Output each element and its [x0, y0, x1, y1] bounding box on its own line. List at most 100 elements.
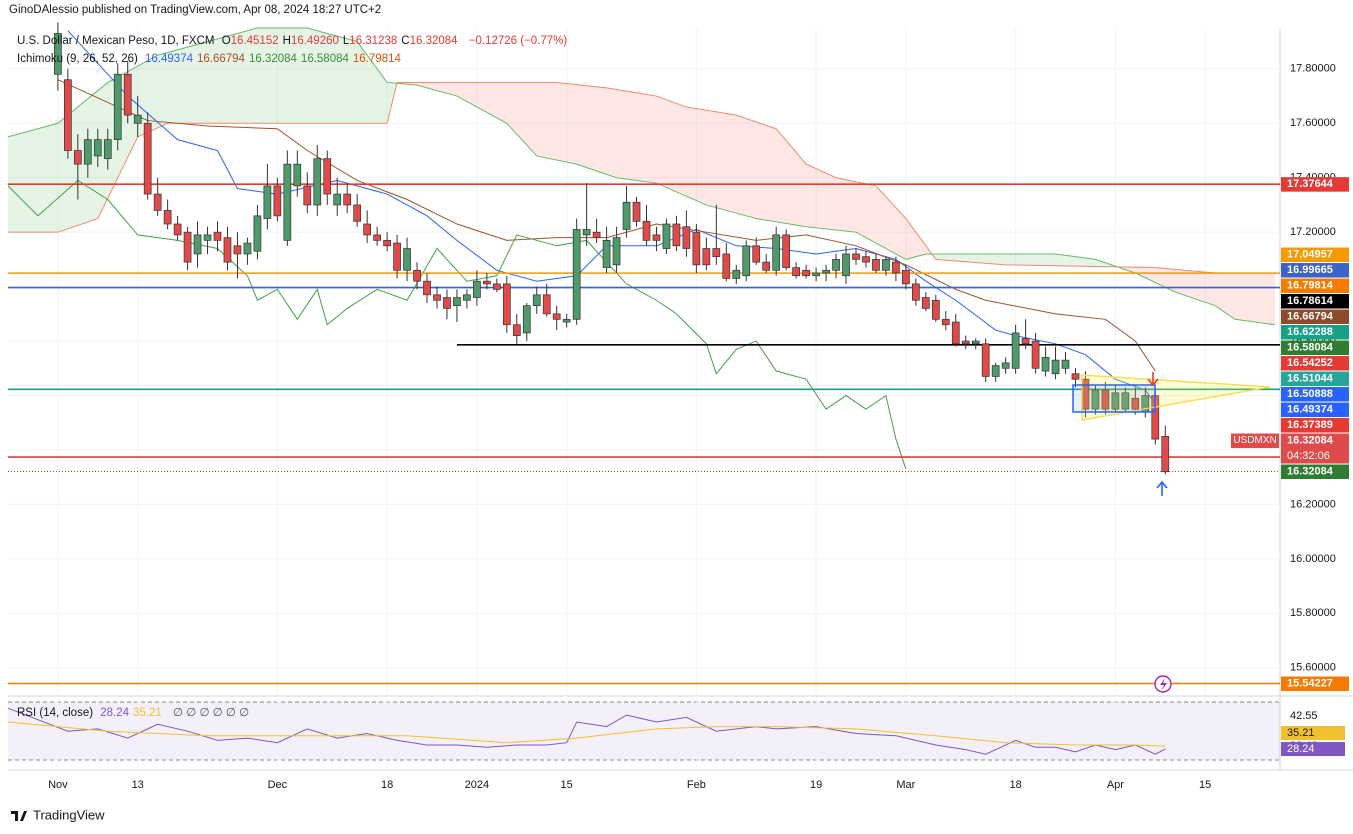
cloud-fill — [661, 97, 667, 188]
symbol-line: U.S. Dollar / Mexican Peso, 1D, FXCM O16… — [17, 35, 571, 47]
rsi-badge — [1281, 742, 1345, 757]
cloud-fill — [427, 82, 432, 90]
rsi-legend: RSI (14, close) 28.24 35.21 ∅ ∅ ∅ ∅ ∅ ∅ — [17, 705, 253, 719]
ohlc-value: 16.45152 — [230, 35, 279, 47]
rsi-value: 35.21 — [133, 707, 162, 719]
cloud-fill — [1010, 253, 1016, 266]
span-a — [7, 27, 1276, 326]
cloud-fill — [935, 253, 941, 260]
cloud-fill — [885, 196, 891, 252]
cloud-fill — [481, 82, 487, 113]
candle-body — [602, 240, 611, 268]
candle-body — [123, 73, 132, 116]
cloud-fill — [372, 62, 378, 124]
cloud-fill — [666, 99, 672, 190]
cloud-fill — [1025, 253, 1031, 266]
cloud-fill — [831, 175, 837, 231]
candle-body — [662, 223, 671, 249]
candle-body — [313, 158, 322, 206]
rsi-label: RSI (14, close) — [17, 707, 94, 719]
candle-body — [772, 234, 781, 271]
cloud-fill — [561, 82, 567, 163]
candle-body — [273, 185, 282, 217]
cloud-fill — [870, 184, 876, 244]
cloud-fill — [686, 106, 692, 199]
cloud-fill — [806, 164, 812, 228]
ichimoku-value: 16.58084 — [300, 53, 349, 65]
cloud-fill — [267, 28, 273, 124]
candle-body — [991, 365, 1000, 377]
candle-body — [343, 193, 352, 206]
consolidation-box — [1072, 384, 1156, 413]
rsi-badge-text: 28.24 — [1287, 743, 1315, 755]
candle-body — [912, 283, 920, 301]
cloud-fill — [237, 32, 243, 124]
candle-body — [632, 201, 641, 222]
cloud-fill — [1165, 268, 1171, 290]
cloud-fill — [696, 108, 702, 203]
candle-body — [852, 253, 860, 260]
candle-body — [612, 237, 621, 266]
cloud-fill — [631, 91, 637, 181]
candle-body — [872, 259, 880, 271]
candle-body — [483, 280, 491, 285]
price-badge — [1281, 294, 1349, 309]
candle-body — [941, 318, 950, 326]
price-badge — [1281, 278, 1349, 294]
cloud-fill — [960, 253, 966, 262]
cloud-fill — [965, 253, 971, 263]
candle-body — [113, 73, 122, 140]
cloud-fill — [441, 82, 447, 94]
candle-body — [163, 210, 172, 225]
candle-body — [353, 204, 362, 222]
cloud-fill — [37, 127, 43, 233]
candle-body — [682, 226, 691, 249]
candle-body — [64, 79, 72, 151]
cloud-fill — [731, 114, 737, 214]
cloud-fill — [432, 82, 437, 91]
cloud-fill — [486, 82, 492, 116]
cloud-fill — [1005, 253, 1011, 265]
candle-body — [622, 201, 631, 230]
candle-body — [203, 234, 212, 241]
candle-body — [582, 229, 591, 236]
cloud-fill — [352, 40, 358, 124]
cloud-fill — [307, 28, 313, 124]
ohlc: O16.45152 H16.49260 L16.31238 C16.32084 — [222, 35, 462, 47]
span-b — [8, 81, 1276, 274]
cloud-fill — [207, 40, 213, 124]
candle-body — [502, 283, 511, 326]
cloud-fill — [501, 82, 507, 124]
ichimoku-value: 16.32084 — [248, 53, 297, 65]
cloud-fill — [836, 177, 842, 231]
symbol: U.S. Dollar / Mexican Peso, 1D, FXCM — [17, 35, 215, 47]
rsi-value: 28.24 — [100, 707, 130, 719]
candle-body — [592, 231, 601, 238]
candle-body — [243, 242, 252, 255]
rsi-badge-text: 35.21 — [1287, 727, 1315, 739]
cloud-fill — [591, 86, 597, 171]
candle-body — [832, 259, 840, 271]
candle-body — [931, 299, 940, 320]
candle-body — [83, 139, 92, 165]
cloud-fill — [357, 41, 363, 124]
candle-body — [323, 158, 332, 195]
cloud-fill — [566, 83, 572, 164]
candle-body — [93, 139, 102, 157]
cloud-fill — [781, 134, 787, 224]
price-badge — [1281, 387, 1349, 402]
candle-body — [1111, 392, 1120, 410]
cloud-fill — [42, 126, 48, 233]
cloud-fill — [571, 84, 577, 165]
cloud-fill — [771, 127, 777, 222]
cloud-fill — [995, 253, 1001, 265]
candle-body — [1001, 362, 1010, 369]
cloud-fill — [521, 82, 527, 146]
cloud-fill — [910, 225, 916, 259]
candle-body — [363, 223, 372, 236]
down-arrow — [1147, 372, 1159, 387]
cloud-fill — [955, 253, 961, 262]
x-tick-label: Dec — [268, 779, 288, 791]
